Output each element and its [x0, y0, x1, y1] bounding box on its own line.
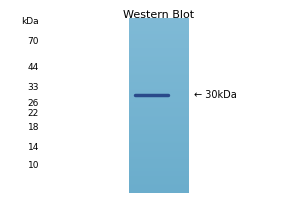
- Text: 33: 33: [28, 82, 39, 92]
- Text: 44: 44: [28, 62, 39, 72]
- Text: Western Blot: Western Blot: [123, 10, 195, 20]
- Text: kDa: kDa: [21, 18, 39, 26]
- Text: 70: 70: [28, 38, 39, 46]
- Text: 14: 14: [28, 144, 39, 152]
- Text: 26: 26: [28, 98, 39, 108]
- Text: ← 30kDa: ← 30kDa: [194, 90, 236, 100]
- Text: 18: 18: [28, 123, 39, 132]
- Text: 22: 22: [28, 110, 39, 118]
- Text: 10: 10: [28, 160, 39, 170]
